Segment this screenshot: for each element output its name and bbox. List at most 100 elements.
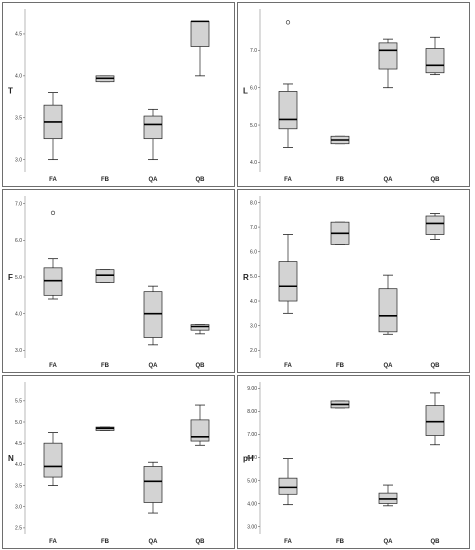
y-tick-label: 5.0 — [15, 420, 22, 426]
x-category-label: QA — [384, 177, 394, 183]
y-tick-label: 4.0 — [250, 160, 257, 166]
y-tick-label: 2.0 — [250, 348, 257, 354]
x-category-label: FB — [101, 177, 110, 183]
box-qa — [143, 108, 163, 161]
box-qb — [425, 36, 445, 76]
y-tick-label: 8.00 — [247, 409, 257, 415]
y-axis-label: T — [8, 87, 13, 96]
iqr-box — [190, 21, 210, 47]
box-fb — [95, 269, 115, 283]
iqr-box — [43, 442, 63, 478]
x-category-label: FB — [101, 363, 110, 369]
y-tick-label: 9.00 — [247, 386, 257, 392]
box-qa — [378, 38, 398, 89]
box-fb — [95, 426, 115, 431]
y-tick-label: 5.00 — [247, 478, 257, 484]
y-tick-label: 6.00 — [247, 455, 257, 461]
box-qb — [190, 20, 210, 77]
y-tick-label: 3.0 — [15, 505, 22, 511]
box-qa — [143, 285, 163, 346]
x-category-label: FA — [49, 363, 57, 369]
box-qa — [378, 484, 398, 507]
iqr-box — [190, 324, 210, 331]
box-qa — [143, 461, 163, 514]
iqr-box — [425, 405, 445, 436]
x-category-label: FB — [336, 539, 345, 545]
x-category-label: QB — [431, 363, 441, 369]
y-tick-label: 6.0 — [250, 250, 257, 256]
x-category-label: QA — [384, 363, 394, 369]
box-qb — [190, 404, 210, 446]
x-category-label: FB — [336, 177, 345, 183]
chart-panel-t: T 3.0 3.5 4.0 4.5 FA FB QA QB — [2, 2, 235, 187]
box-fb — [95, 75, 115, 83]
iqr-box — [95, 269, 115, 283]
iqr-box — [190, 419, 210, 442]
y-tick-label: 3.0 — [15, 348, 22, 354]
chart-r-svg: R 2.0 3.0 4.0 5.0 6.0 7.0 8.0 FA FB QA QB — [243, 196, 445, 369]
x-category-label: QA — [149, 177, 159, 183]
y-tick-label: 4.0 — [15, 462, 22, 468]
y-tick-label: 3.0 — [250, 323, 257, 329]
iqr-box — [143, 291, 163, 338]
y-tick-label: 4.5 — [15, 441, 22, 447]
box-fa — [278, 83, 298, 148]
y-tick-label: 7.0 — [15, 201, 22, 207]
chart-f-svg: F 3.0 4.0 5.0 6.0 7.0 FA FB QA QB — [8, 196, 210, 369]
x-category-label: FB — [101, 539, 110, 545]
chart-panel-r: R 2.0 3.0 4.0 5.0 6.0 7.0 8.0 FA FB QA QB — [237, 189, 470, 373]
y-tick-label: 4.0 — [15, 74, 22, 80]
y-tick-label: 7.0 — [250, 48, 257, 54]
x-category-label: QA — [149, 363, 159, 369]
x-category-label: QB — [196, 363, 206, 369]
box-fb — [330, 400, 350, 409]
iqr-box — [378, 42, 398, 70]
y-tick-label: 3.5 — [15, 116, 22, 122]
y-tick-label: 5.0 — [250, 123, 257, 129]
iqr-box — [143, 115, 163, 140]
iqr-box — [425, 48, 445, 74]
box-qb — [425, 392, 445, 446]
y-tick-label: 6.0 — [250, 85, 257, 91]
box-fa — [43, 92, 63, 161]
y-axis-label: L — [243, 87, 248, 96]
outlier-point — [285, 20, 291, 25]
chart-ph-svg: pH 3.00 4.00 5.00 6.00 7.00 8.00 9.00 FA FB QA QB — [243, 382, 445, 545]
box-fb — [330, 135, 350, 145]
y-tick-label: 7.0 — [250, 225, 257, 231]
iqr-box — [278, 261, 298, 302]
x-category-label: FB — [336, 363, 345, 369]
y-tick-label: 4.0 — [15, 311, 22, 317]
y-tick-label: 3.0 — [15, 157, 22, 163]
x-category-label: QB — [196, 539, 206, 545]
chart-l-svg: L 4.0 5.0 6.0 7.0 FA FB QA QB — [243, 9, 445, 183]
y-axis-label: pH — [243, 454, 254, 463]
x-category-label: FA — [49, 539, 57, 545]
x-category-label: FA — [284, 539, 292, 545]
y-tick-label: 2.5 — [15, 526, 22, 532]
iqr-box — [278, 91, 298, 130]
y-tick-label: 3.00 — [247, 524, 257, 530]
y-tick-label: 5.5 — [15, 399, 22, 405]
iqr-box — [378, 288, 398, 333]
y-axis-label: N — [8, 454, 14, 463]
x-category-label: QB — [431, 539, 441, 545]
chart-panel-l: L 4.0 5.0 6.0 7.0 FA FB QA QB — [237, 2, 470, 187]
box-fb — [330, 221, 350, 245]
y-tick-label: 3.5 — [15, 483, 22, 489]
y-tick-label: 6.0 — [15, 238, 22, 244]
chart-panel-ph: pH 3.00 4.00 5.00 6.00 7.00 8.00 9.00 FA FB QA QB — [237, 375, 470, 549]
iqr-box — [425, 215, 445, 235]
y-tick-label: 4.5 — [15, 32, 22, 38]
x-category-label: QA — [384, 539, 394, 545]
y-tick-label: 4.0 — [250, 299, 257, 305]
chart-n-svg: N 2.5 3.0 3.5 4.0 4.5 5.0 5.5 FA FB QA QB — [8, 382, 210, 545]
chart-panel-n: N 2.5 3.0 3.5 4.0 4.5 5.0 5.5 FA FB QA QB — [2, 375, 235, 549]
iqr-box — [43, 267, 63, 296]
box-fa — [43, 432, 63, 486]
x-category-label: QA — [149, 539, 159, 545]
y-tick-label: 5.0 — [15, 275, 22, 281]
y-tick-label: 8.0 — [250, 200, 257, 206]
x-category-label: QB — [196, 177, 206, 183]
y-tick-label: 7.00 — [247, 432, 257, 438]
